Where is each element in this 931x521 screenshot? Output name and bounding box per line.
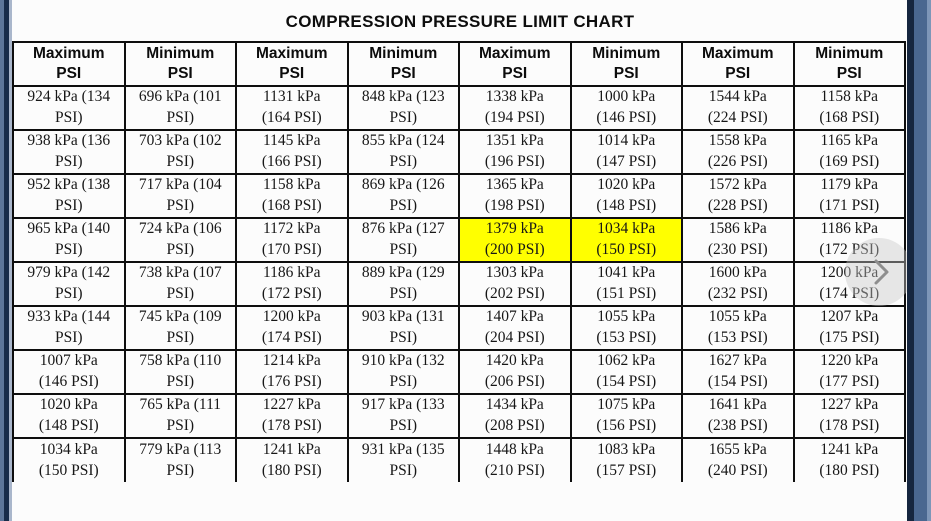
page-title: COMPRESSION PRESSURE LIMIT CHART <box>285 12 635 31</box>
table-cell: 1186 kPa (172 PSI) <box>235 261 349 307</box>
table-cell: 1448 kPa (210 PSI) <box>458 437 572 482</box>
table-cell: 910 kPa (132 PSI) <box>346 349 460 395</box>
table-cell: 703 kPa (102 PSI) <box>123 129 237 175</box>
table-row: 1020 kPa (148 PSI) 765 kPa (111 PSI) 1227 … <box>12 393 906 439</box>
table-cell: 1145 kPa (166 PSI) <box>235 129 349 175</box>
table-cell: 1186 kPa (172 PSI) <box>792 217 906 263</box>
table-row: 933 kPa (144 PSI) 745 kPa (109 PSI) 1200 k… <box>12 305 906 351</box>
table-header: Maximum PSI Minimum PSI Maximum PSI Mini… <box>12 41 906 87</box>
table-cell: 1407 kPa (204 PSI) <box>458 305 572 351</box>
table-cell: 1351 kPa (196 PSI) <box>458 129 572 175</box>
chevron-right-icon <box>874 259 888 285</box>
table-cell: 979 kPa (142 PSI) <box>12 261 126 307</box>
table-cell: 1179 kPa (171 PSI) <box>792 173 906 219</box>
table-cell: 917 kPa (133 PSI) <box>346 393 460 439</box>
column-header-min-psi-1: Minimum PSI <box>123 41 237 87</box>
table-cell: 1014 kPa (147 PSI) <box>569 129 683 175</box>
table-cell: 717 kPa (104 PSI) <box>123 173 237 219</box>
document-page: COMPRESSION PRESSURE LIMIT CHART Maximum… <box>12 0 908 482</box>
table-cell: 1572 kPa (228 PSI) <box>681 173 795 219</box>
column-header-max-psi-2: Maximum PSI <box>235 41 349 87</box>
table-cell: 1062 kPa (154 PSI) <box>569 349 683 395</box>
table-cell: 1034 kPa (150 PSI) <box>12 437 126 482</box>
table-cell: 1227 kPa (178 PSI) <box>235 393 349 439</box>
table-cell: 1420 kPa (206 PSI) <box>458 349 572 395</box>
table-cell: 1655 kPa (240 PSI) <box>681 437 795 482</box>
table-cell: 1303 kPa (202 PSI) <box>458 261 572 307</box>
table-cell: 1165 kPa (169 PSI) <box>792 129 906 175</box>
table-cell: 1075 kPa (156 PSI) <box>569 393 683 439</box>
table-cell: 1434 kPa (208 PSI) <box>458 393 572 439</box>
table-cell: 1227 kPa (178 PSI) <box>792 393 906 439</box>
table-cell: 1600 kPa (232 PSI) <box>681 261 795 307</box>
table-cell: 765 kPa (111 PSI) <box>123 393 237 439</box>
column-header-max-psi-1: Maximum PSI <box>12 41 126 87</box>
table-cell: 779 kPa (113 PSI) <box>123 437 237 482</box>
header-row: Maximum PSI Minimum PSI Maximum PSI Mini… <box>12 41 906 87</box>
table-cell: 1041 kPa (151 PSI) <box>569 261 683 307</box>
table-cell: 758 kPa (110 PSI) <box>123 349 237 395</box>
table-cell: 924 kPa (134 PSI) <box>12 85 126 131</box>
table-cell: 848 kPa (123 PSI) <box>346 85 460 131</box>
table-cell: 1544 kPa (224 PSI) <box>681 85 795 131</box>
table-cell: 889 kPa (129 PSI) <box>346 261 460 307</box>
table-cell: 1627 kPa (154 PSI) <box>681 349 795 395</box>
table-cell: 903 kPa (131 PSI) <box>346 305 460 351</box>
table-cell: 1020 kPa (148 PSI) <box>12 393 126 439</box>
table-cell: 1214 kPa (176 PSI) <box>235 349 349 395</box>
table-row: 952 kPa (138 PSI) 717 kPa (104 PSI) 1158 k… <box>12 173 906 219</box>
table-cell: 1083 kPa (157 PSI) <box>569 437 683 482</box>
table-cell: 855 kPa (124 PSI) <box>346 129 460 175</box>
table-cell: 1158 kPa (168 PSI) <box>792 85 906 131</box>
table-row: 979 kPa (142 PSI) 738 kPa (107 PSI) 1186 k… <box>12 261 906 307</box>
table-cell: 1007 kPa (146 PSI) <box>12 349 126 395</box>
table-row: 1007 kPa (146 PSI) 758 kPa (110 PSI) 1214 … <box>12 349 906 395</box>
table-cell: 876 kPa (127 PSI) <box>346 217 460 263</box>
table-cell-highlighted: 1034 kPa (150 PSI) <box>569 217 683 263</box>
table-cell: 869 kPa (126 PSI) <box>346 173 460 219</box>
table-cell: 1055 kPa (153 PSI) <box>569 305 683 351</box>
table-cell: 1220 kPa (177 PSI) <box>792 349 906 395</box>
compression-pressure-table: Maximum PSI Minimum PSI Maximum PSI Mini… <box>12 41 906 482</box>
table-cell: 933 kPa (144 PSI) <box>12 305 126 351</box>
table-cell: 1586 kPa (230 PSI) <box>681 217 795 263</box>
table-cell-highlighted: 1379 kPa (200 PSI) <box>458 217 572 263</box>
table-cell: 952 kPa (138 PSI) <box>12 173 126 219</box>
table-cell: 738 kPa (107 PSI) <box>123 261 237 307</box>
table-cell: 1020 kPa (148 PSI) <box>569 173 683 219</box>
table-cell: 965 kPa (140 PSI) <box>12 217 126 263</box>
window-edge-left <box>0 0 12 521</box>
table-cell: 696 kPa (101 PSI) <box>123 85 237 131</box>
table-cell: 1241 kPa (180 PSI) <box>792 437 906 482</box>
table-cell: 1055 kPa (153 PSI) <box>681 305 795 351</box>
column-header-max-psi-4: Maximum PSI <box>681 41 795 87</box>
table-row: 924 kPa (134 PSI) 696 kPa (101 PSI) 1131 k… <box>12 85 906 131</box>
table-cell: 1172 kPa (170 PSI) <box>235 217 349 263</box>
table-cell: 1207 kPa (175 PSI) <box>792 305 906 351</box>
column-header-min-psi-3: Minimum PSI <box>569 41 683 87</box>
table-cell: 724 kPa (106 PSI) <box>123 217 237 263</box>
column-header-max-psi-3: Maximum PSI <box>458 41 572 87</box>
table-cell: 1158 kPa (168 PSI) <box>235 173 349 219</box>
table-row: 965 kPa (140 PSI) 724 kPa (106 PSI) 1172 k… <box>12 217 906 263</box>
table-cell: 1241 kPa (180 PSI) <box>235 437 349 482</box>
column-header-min-psi-4: Minimum PSI <box>792 41 906 87</box>
table-cell: 1338 kPa (194 PSI) <box>458 85 572 131</box>
table-body: 924 kPa (134 PSI) 696 kPa (101 PSI) 1131 k… <box>12 85 906 482</box>
table-row: 938 kPa (136 PSI) 703 kPa (102 PSI) 1145 k… <box>12 129 906 175</box>
table-cell: 1365 kPa (198 PSI) <box>458 173 572 219</box>
table-cell: 938 kPa (136 PSI) <box>12 129 126 175</box>
next-page-button[interactable] <box>845 238 913 306</box>
table-cell: 1641 kPa (238 PSI) <box>681 393 795 439</box>
window-edge-right <box>907 0 931 521</box>
column-header-min-psi-2: Minimum PSI <box>346 41 460 87</box>
table-cell: 931 kPa (135 PSI) <box>346 437 460 482</box>
table-cell: 1000 kPa (146 PSI) <box>569 85 683 131</box>
table-cell: 1131 kPa (164 PSI) <box>235 85 349 131</box>
table-row: 1034 kPa (150 PSI) 779 kPa (113 PSI) 1241 … <box>12 437 906 482</box>
table-cell: 745 kPa (109 PSI) <box>123 305 237 351</box>
table-cell: 1200 kPa (174 PSI) <box>792 261 906 307</box>
table-cell: 1558 kPa (226 PSI) <box>681 129 795 175</box>
table-cell: 1200 kPa (174 PSI) <box>235 305 349 351</box>
